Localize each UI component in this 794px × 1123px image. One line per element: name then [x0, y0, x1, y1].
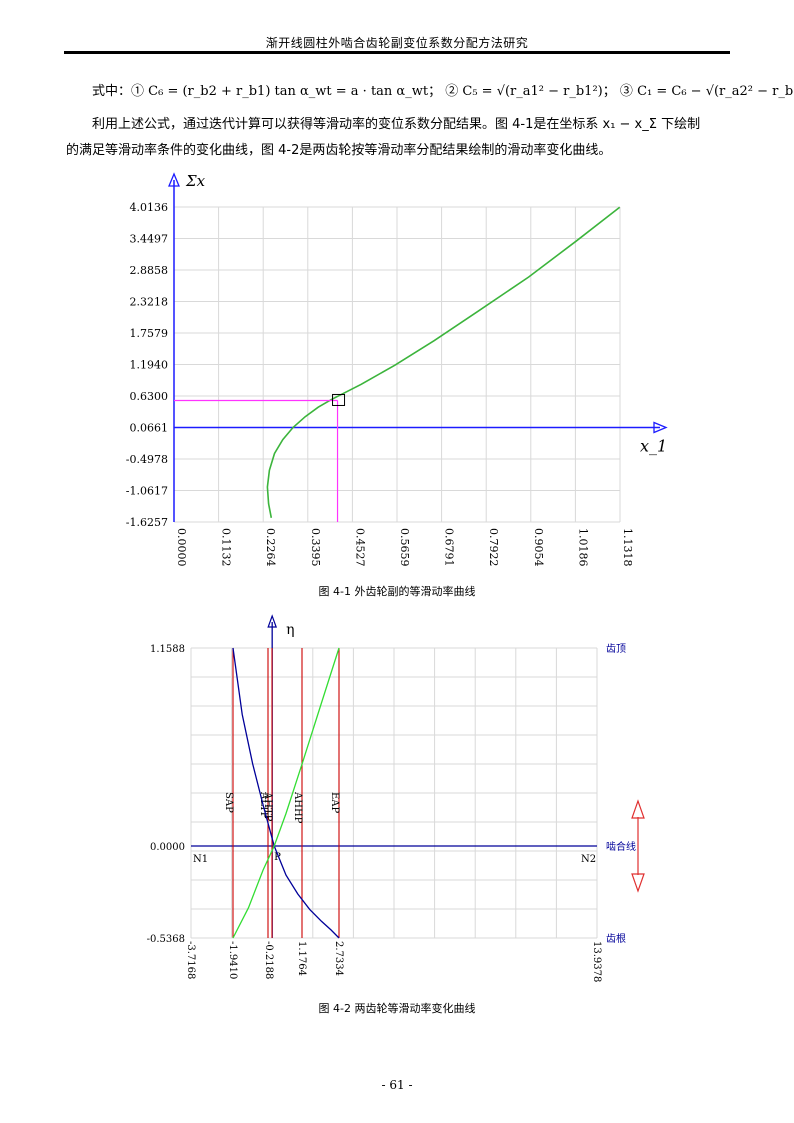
y-tick-label: -1.0617 [126, 485, 168, 498]
eta-axis-label: η [286, 622, 294, 638]
x-tick-label: 1.0186 [576, 528, 589, 567]
body-paragraph: 利用上述公式，通过迭代计算可以获得等滑动率的变位系数分配结果。图 4-1是在坐标… [66, 112, 730, 164]
x-tick-label: 0.3395 [309, 528, 322, 567]
y-tick-label: 4.0136 [130, 201, 169, 214]
figure-4-1-chart: 0.0000 0.1132 0.2264 0.3395 0.4527 0.5659 0.67… [126, 172, 668, 567]
range-arrow-up [631, 799, 645, 819]
equal-sliding-curve [266, 206, 621, 518]
eta-axis-arrow [267, 614, 278, 628]
y-tick-label: 0.6300 [130, 390, 169, 403]
figure-4-1-caption: 图 4-1 外齿轮副的等滑动率曲线 [318, 585, 476, 598]
vertical-marker-label: SAP [223, 792, 234, 813]
x-tick-label: 0.5659 [398, 528, 411, 567]
y-tick-label: 0.0000 [150, 842, 185, 853]
x-tick-label: -1.9410 [227, 941, 238, 979]
marker-box [332, 393, 346, 406]
vertical-marker-label: EAP [329, 792, 340, 814]
y-tick-label: 2.3218 [130, 296, 169, 309]
body-line-2: 的满足等滑动率条件的变化曲线，图 4-2是两齿轮按等滑动率分配结果绘制的滑动率变… [66, 143, 612, 158]
figure-4-2-caption: 图 4-2 两齿轮等滑动率变化曲线 [318, 1002, 476, 1015]
formula-item2-num: ② [445, 84, 459, 99]
y-tick-label: -0.5368 [147, 934, 185, 945]
y-tick-label: 2.8858 [130, 264, 169, 277]
formula-item3: C₁ = C₆ − √(r_a2² − r_b2²) [637, 84, 794, 99]
y-tick-label: 0.0661 [130, 422, 169, 435]
formula-item2: C₅ = √(r_a1² − r_b1²) [462, 84, 603, 99]
y-axis-arrow [168, 172, 180, 187]
y-tick-label: 1.1588 [150, 644, 185, 655]
header-rule [64, 51, 730, 54]
x-tick-label: 13.9378 [591, 941, 602, 982]
x-tick-label: 0.1132 [220, 528, 233, 567]
body-line-1-text: 利用上述公式，通过迭代计算可以获得等滑动率的变位系数分配结果。图 4-1是在坐标… [92, 117, 701, 132]
formula-item3-num: ③ [619, 84, 633, 99]
gear2-sliding-curve [232, 647, 340, 939]
point-label-n1: N1 [193, 854, 208, 865]
x-tick-label: 1.1318 [621, 528, 634, 567]
gear1-sliding-curve [232, 647, 340, 939]
x-axis-label: x_1 [640, 436, 667, 455]
x-tick-label: 0.7922 [487, 528, 500, 567]
x-axis-arrow [653, 421, 668, 434]
formula-item1-num: ① [131, 84, 145, 99]
formula-line: 式中：① C₆ = (r_b2 + r_b1) tan α_wt = a · t… [92, 80, 794, 99]
formula-sep2: ； [602, 84, 616, 99]
y-tick-label: 3.4497 [130, 233, 169, 246]
body-line-1: 利用上述公式，通过迭代计算可以获得等滑动率的变位系数分配结果。图 4-1是在坐标… [66, 112, 730, 138]
figure-4-2-chart: -0.5368 0.0000 1.1588 -3.7168 -1.9410 -0.2188… [147, 614, 645, 982]
y-tick-label: 1.7579 [130, 327, 169, 340]
right-label-tip: 齿顶 [606, 643, 626, 655]
running-header: 渐开线圆柱外啮合齿轮副变位系数分配方法研究 [265, 36, 529, 50]
right-label-mesh-line: 啮合线 [606, 840, 636, 853]
point-label-n2: N2 [581, 854, 596, 865]
x-tick-label: 0.0000 [175, 528, 188, 567]
y-tick-label: -0.4978 [126, 453, 168, 466]
x-tick-label: -0.2188 [263, 941, 274, 979]
x-tick-label: 0.2264 [264, 528, 277, 567]
x-tick-label: 1.1764 [296, 941, 307, 976]
vertical-marker-label: AHHP [292, 791, 303, 824]
vertical-marker-label: AHTP [262, 791, 273, 822]
range-arrow-down [631, 873, 645, 893]
point-label-p: P [274, 852, 281, 863]
y-tick-label: -1.6257 [126, 516, 168, 529]
y-axis-label: Σx [185, 172, 206, 190]
x-tick-label: 2.7334 [333, 941, 344, 976]
formula-sep1: ； [428, 84, 442, 99]
x-tick-label: -3.7168 [185, 941, 196, 979]
x-tick-label: 0.9054 [532, 528, 545, 567]
formula-item1: C₆ = (r_b2 + r_b1) tan α_wt = a · tan α_… [148, 84, 429, 99]
right-label-root: 齿根 [606, 932, 626, 945]
page-number: - 61 - [381, 1078, 413, 1092]
x-tick-label: 0.6791 [443, 528, 456, 567]
x-tick-label: 0.4527 [353, 528, 366, 567]
formula-prefix: 式中： [92, 84, 132, 99]
y-tick-label: 1.1940 [130, 359, 169, 372]
